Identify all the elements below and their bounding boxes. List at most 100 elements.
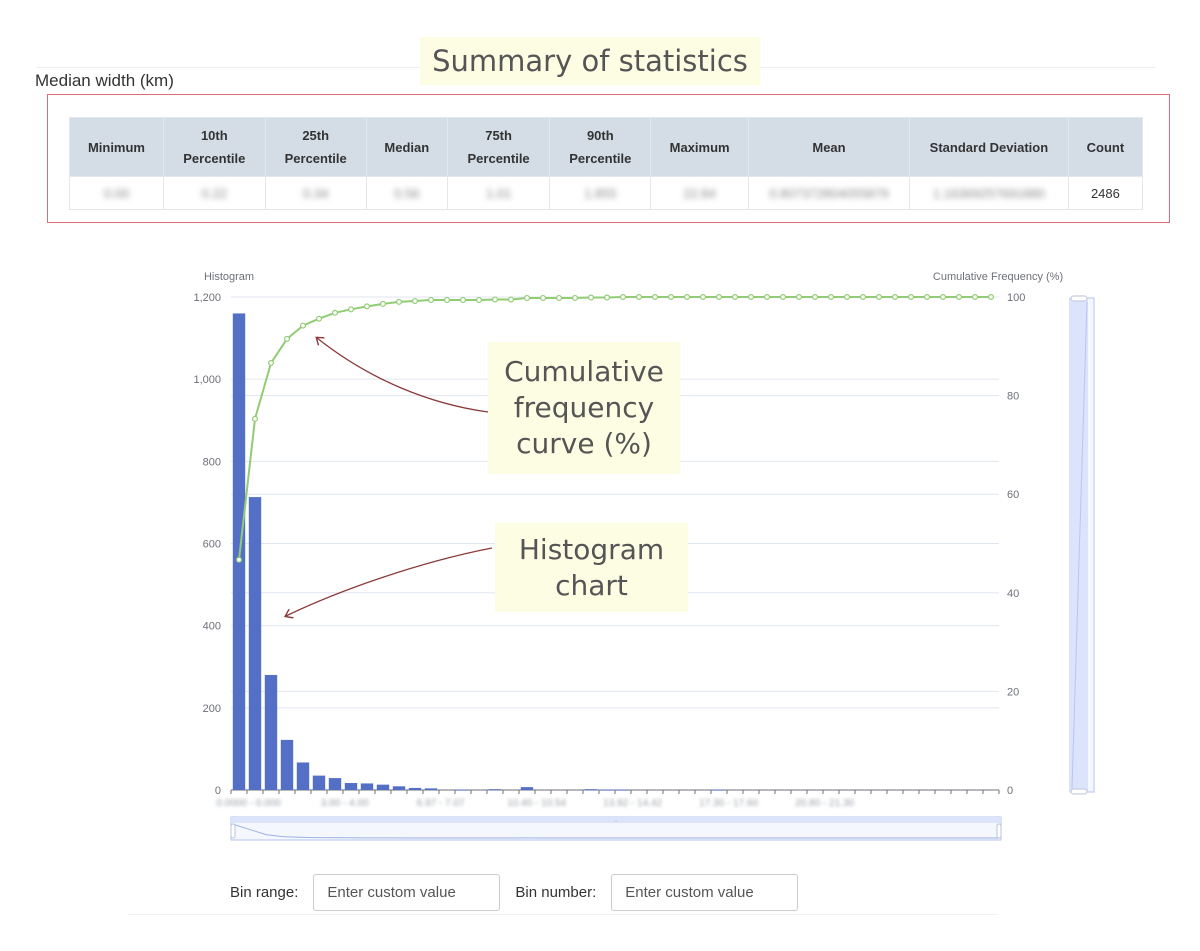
cumulative-point: [795, 294, 802, 301]
right-tick-label: 60: [1007, 489, 1019, 501]
cumulative-point: [236, 556, 243, 563]
cumulative-point: [731, 294, 738, 301]
cumulative-point: [971, 294, 978, 301]
statistics-value-row: 0.00 0.22 0.34 0.56 1.01 1.855 22.84 0.80737280…: [69, 176, 1144, 210]
left-tick-label: 1,000: [193, 374, 221, 386]
cumulative-point: [603, 294, 610, 301]
y-zoom-top-handle: [1070, 295, 1088, 302]
histogram-bar: [312, 775, 326, 790]
right-tick-label: 40: [1007, 588, 1019, 600]
x-zoom-right-handle: [996, 823, 1002, 839]
stats-header-3: Median: [365, 117, 448, 177]
histogram-bar: [712, 789, 726, 791]
stats-header-4: 75th Percentile: [446, 117, 551, 177]
stats-value-1: 0.22: [162, 176, 266, 210]
stats-value-9: 2486: [1067, 176, 1144, 210]
cumulative-point: [508, 296, 515, 303]
stats-value-2: 0.34: [264, 176, 367, 210]
cumulative-point: [412, 297, 419, 304]
chart-axes: Histogram Cumulative Frequency (%)0200400…: [193, 271, 1063, 809]
data-zoom-controls: ▪▪: [230, 295, 1095, 841]
cumulative-point: [699, 294, 706, 301]
cumulative-point: [843, 294, 850, 301]
stats-header-text: Percentile: [569, 151, 632, 166]
histogram-bar: [520, 787, 534, 790]
cumulative-point: [380, 300, 387, 307]
histogram-bar: [328, 778, 342, 790]
footer-divider: [128, 914, 998, 915]
cumulative-point: [667, 294, 674, 301]
histogram-bar: [248, 497, 262, 790]
histogram-bar: [488, 789, 502, 791]
cumulative-point: [955, 294, 962, 301]
statistics-table: Minimum 10th Percentile 25th Percentile Media…: [69, 117, 1144, 210]
x-zoom-data-shadow: [233, 823, 998, 839]
x-tick-label: 0.0000 - 0.000: [216, 798, 281, 809]
histogram-bar: [344, 783, 358, 790]
left-axis-title: Histogram: [204, 271, 254, 283]
left-tick-label: 400: [203, 621, 221, 633]
bin-number-input[interactable]: [611, 873, 799, 911]
statistics-header-row: Minimum 10th Percentile 25th Percentile Media…: [69, 117, 1144, 177]
histogram-bar: [392, 786, 406, 790]
annotation-arrows: [286, 338, 493, 616]
bin-number-label: Bin number:: [515, 883, 597, 901]
callout-cumulative-line-1: Cumulative: [504, 355, 664, 388]
section-title: Median width (km): [35, 71, 174, 90]
bin-range-wrapper: [313, 873, 501, 911]
stats-header-text: 10th: [200, 128, 228, 143]
cumulative-point: [779, 294, 786, 301]
callout-cumulative-line-2: frequency: [513, 391, 655, 424]
histogram-bar: [360, 783, 374, 790]
stats-header-0: Minimum: [69, 117, 164, 177]
bin-range-input[interactable]: [313, 873, 501, 911]
stats-value-3: 0.56: [365, 176, 448, 210]
cumulative-point: [364, 303, 371, 310]
stats-header-7: Mean: [747, 117, 911, 177]
cumulative-point: [651, 294, 658, 301]
stats-header-text: Standard Deviation: [929, 139, 1049, 155]
x-zoom-grip-icon: ▪▪: [615, 818, 618, 823]
cumulative-point: [811, 294, 818, 301]
cumulative-point: [316, 315, 323, 322]
cumulative-point: [348, 306, 355, 313]
x-tick-label: 6.97 - 7.07: [417, 798, 465, 809]
callout-histogram-chart: Histogram chart: [495, 523, 688, 612]
callout-histogram-line-2: chart: [555, 568, 628, 602]
stats-header-text: Percentile: [183, 151, 246, 166]
stats-header-text: Minimum: [87, 139, 145, 155]
stats-header-text: 75th: [485, 128, 512, 143]
cumulative-point: [619, 294, 626, 301]
x-tick-label: 13.92 - 14.42: [603, 798, 662, 809]
y-zoom-bottom-handle: [1070, 788, 1088, 795]
cumulative-frequency-line: [236, 294, 994, 563]
callout-histogram-line-1: Histogram: [518, 532, 665, 566]
cumulative-point: [827, 294, 834, 301]
stats-header-8: Standard Deviation: [909, 117, 1069, 177]
histogram-bar: [376, 784, 390, 790]
cumulative-point: [284, 335, 291, 342]
histogram-bar: [408, 787, 422, 790]
stats-header-text: 90th: [586, 128, 614, 143]
cumulative-point: [492, 296, 499, 303]
histogram-bar: [264, 674, 278, 790]
stats-value-4: 1.01: [446, 176, 551, 210]
stats-header-1: 10th Percentile: [162, 117, 266, 177]
histogram-bar: [600, 789, 614, 791]
x-tick-label: 10.40 - 10.54: [507, 798, 566, 809]
cumulative-point: [444, 296, 451, 303]
histogram-bar: [424, 788, 438, 790]
cumulative-point: [923, 294, 930, 301]
stats-header-text: Maximum: [669, 139, 730, 155]
callout-cumulative-frequency: Cumulative frequency curve (%): [488, 342, 680, 474]
y-zoom-data-shadow: [1071, 301, 1088, 789]
stats-value-5: 1.855: [549, 176, 652, 210]
left-tick-label: 0: [215, 785, 221, 797]
right-tick-label: 100: [1007, 292, 1025, 304]
cumulative-point: [396, 298, 403, 305]
cumulative-point: [987, 294, 994, 301]
cumulative-point: [523, 294, 530, 301]
cumulative-point: [939, 294, 946, 301]
cumulative-point: [539, 294, 546, 301]
